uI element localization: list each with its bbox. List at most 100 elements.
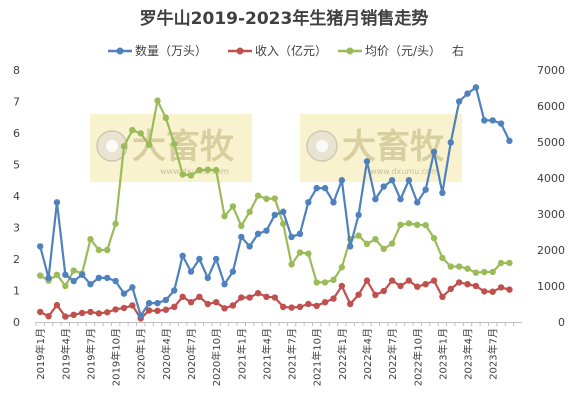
data-point — [212, 255, 220, 263]
left-tick-label: 3 — [13, 222, 20, 235]
data-point — [221, 281, 228, 288]
data-point — [472, 282, 480, 290]
data-point — [95, 310, 103, 317]
data-point — [36, 243, 44, 250]
data-point — [313, 279, 320, 286]
data-point — [330, 276, 337, 284]
x-tick-label: 2019年4月 — [59, 328, 72, 380]
watermark-left-logo-inner — [106, 140, 118, 152]
data-point — [472, 84, 480, 91]
right-tick-label: 1000 — [537, 280, 565, 293]
data-point — [288, 261, 295, 268]
data-point — [70, 267, 77, 274]
data-point — [171, 287, 178, 294]
chart-title: 罗牛山2019-2023年生猪月销售走势 — [140, 8, 429, 29]
left-tick-label: 7 — [13, 96, 20, 109]
legend-item-price: 均价（元/头） 右 — [338, 43, 464, 58]
data-point — [204, 166, 211, 173]
data-point — [397, 195, 404, 203]
watermark-right: 大畜牧 www.dxumu.com — [300, 114, 462, 182]
data-point — [229, 268, 237, 275]
data-point — [112, 277, 119, 285]
data-point — [137, 130, 144, 137]
data-point — [129, 284, 136, 291]
data-point — [464, 90, 471, 97]
data-point — [414, 199, 421, 206]
data-point — [129, 126, 136, 134]
x-tick-label: 2021年10月 — [311, 328, 324, 386]
data-point — [62, 313, 69, 320]
data-point — [430, 234, 438, 242]
data-point — [422, 281, 429, 288]
right-axis-ticks: 0 1000 2000 3000 4000 5000 6000 7000 — [537, 64, 565, 329]
data-point — [506, 286, 513, 293]
right-tick-label: 7000 — [537, 64, 565, 77]
right-tick-label: 0 — [558, 316, 565, 329]
left-tick-label: 4 — [13, 190, 20, 203]
data-point — [288, 304, 295, 311]
x-tick-label: 2021年4月 — [260, 328, 273, 380]
data-point — [70, 277, 77, 285]
legend-price-marker — [346, 47, 354, 55]
data-point — [196, 293, 203, 300]
data-point — [221, 212, 228, 220]
x-tick-label: 2020年7月 — [185, 328, 198, 380]
left-tick-label: 0 — [13, 316, 20, 329]
legend-quantity-label: 数量（万头） — [135, 43, 207, 58]
data-point — [506, 259, 513, 267]
data-point — [279, 303, 287, 311]
data-point — [104, 274, 111, 282]
data-point — [171, 140, 178, 147]
legend-quantity-marker — [116, 47, 124, 55]
data-point — [112, 306, 119, 313]
data-point — [137, 312, 144, 319]
data-point — [187, 268, 195, 275]
right-tick-label: 4000 — [537, 172, 565, 185]
data-point — [179, 252, 186, 260]
data-point — [347, 243, 354, 250]
data-point — [154, 299, 161, 307]
data-point — [212, 299, 220, 306]
left-tick-label: 5 — [13, 159, 20, 172]
data-point — [238, 233, 245, 241]
data-point — [305, 250, 312, 257]
data-point — [455, 98, 463, 105]
x-tick-label: 2022年1月 — [336, 328, 349, 380]
watermark-right-url: www.dxumu.com — [370, 167, 439, 176]
data-point — [363, 277, 371, 284]
data-point — [246, 208, 253, 216]
data-point — [296, 303, 304, 311]
data-point — [87, 308, 94, 316]
data-point — [229, 302, 237, 309]
right-tick-label: 6000 — [537, 100, 565, 113]
data-point — [221, 305, 228, 312]
x-tick-label: 2020年4月 — [160, 328, 173, 380]
data-point — [363, 240, 371, 248]
data-point — [162, 306, 170, 313]
x-tick-label: 2023年1月 — [436, 328, 449, 380]
data-point — [489, 117, 496, 124]
data-point — [455, 263, 463, 270]
data-point — [405, 277, 413, 284]
data-point — [279, 220, 287, 227]
data-point — [464, 281, 471, 288]
data-point — [238, 294, 245, 301]
data-point — [112, 220, 119, 227]
data-point — [120, 143, 128, 150]
data-point — [53, 301, 61, 309]
series-layer — [36, 84, 513, 322]
x-tick-label: 2019年10月 — [110, 328, 123, 386]
data-point — [196, 255, 203, 263]
legend: 数量（万头） 收入（亿元） 均价（元/头） 右 — [108, 43, 464, 58]
data-point — [263, 227, 270, 234]
right-tick-label: 5000 — [537, 136, 565, 149]
x-tick-label: 2020年10月 — [210, 328, 223, 386]
data-point — [439, 189, 446, 197]
legend-right-axis-note: 右 — [452, 43, 464, 58]
data-point — [271, 211, 279, 219]
x-tick-label: 2023年4月 — [462, 328, 475, 380]
data-point — [330, 295, 337, 302]
data-point — [246, 243, 253, 250]
x-tick-label: 2022年4月 — [361, 328, 374, 380]
data-point — [388, 240, 396, 247]
